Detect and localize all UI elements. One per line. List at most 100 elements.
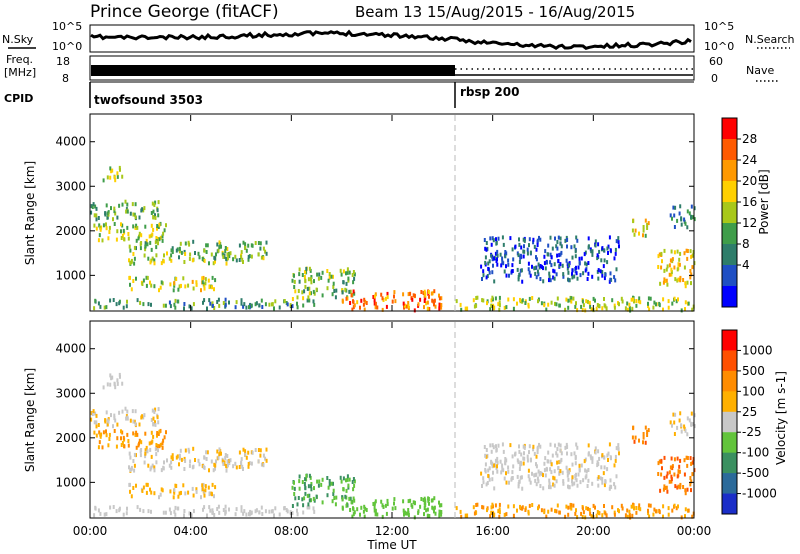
data-cell <box>507 465 510 470</box>
data-cell <box>533 473 536 478</box>
data-cell <box>244 245 247 250</box>
data-cell <box>673 420 676 425</box>
data-cell <box>498 300 501 305</box>
data-cell <box>537 262 540 267</box>
data-cell <box>518 444 520 449</box>
data-cell <box>556 447 559 451</box>
data-cell <box>684 300 687 305</box>
data-cell <box>363 504 366 509</box>
data-cell <box>618 302 620 307</box>
data-cell <box>174 512 177 517</box>
data-cell <box>121 202 124 207</box>
velocity-colorbar-tick-label: 100 <box>742 384 765 398</box>
data-cell <box>175 248 178 253</box>
data-cell <box>94 298 97 303</box>
data-cell <box>255 508 258 513</box>
data-cell <box>259 246 262 251</box>
data-cell <box>527 261 530 266</box>
data-cell <box>677 484 680 489</box>
data-cell <box>203 248 206 253</box>
data-cell <box>565 465 568 470</box>
data-cell <box>352 280 355 285</box>
data-cell <box>217 504 220 509</box>
data-cell <box>576 483 579 488</box>
data-cell <box>394 299 397 304</box>
data-cell <box>584 457 587 462</box>
data-cell <box>163 435 166 440</box>
data-cell <box>522 444 525 449</box>
data-cell <box>205 250 208 254</box>
data-cell <box>565 258 568 263</box>
data-cell <box>218 245 221 250</box>
data-cell <box>312 506 315 511</box>
data-cell <box>128 258 130 263</box>
data-cell <box>496 469 499 474</box>
data-cell <box>142 208 145 213</box>
data-cell <box>109 505 112 510</box>
data-cell <box>491 477 494 482</box>
data-cell <box>604 272 607 277</box>
data-cell <box>170 460 173 465</box>
data-cell <box>529 480 532 485</box>
velocity-ylabel: Slant Range [km] <box>23 368 37 472</box>
data-cell <box>211 301 214 306</box>
data-cell <box>129 418 132 423</box>
y-tick-label: 4000 <box>55 135 86 149</box>
data-cell <box>380 499 383 504</box>
data-cell <box>631 228 634 233</box>
data-cell <box>352 506 354 511</box>
data-cell <box>423 506 426 510</box>
data-cell <box>502 449 505 454</box>
data-cell <box>168 507 171 512</box>
data-cell <box>347 483 350 488</box>
data-cell <box>265 447 268 452</box>
data-cell <box>206 450 209 455</box>
data-cell <box>594 298 596 303</box>
data-cell <box>686 456 689 460</box>
data-cell <box>159 442 162 447</box>
data-cell <box>264 509 267 514</box>
data-cell <box>413 308 416 313</box>
data-cell <box>210 459 213 464</box>
data-cell <box>663 475 666 480</box>
data-cell <box>690 281 692 286</box>
data-cell <box>567 305 570 310</box>
data-cell <box>677 297 679 302</box>
data-cell <box>642 432 645 436</box>
data-cell <box>157 448 159 453</box>
data-cell <box>518 237 520 242</box>
data-cell <box>644 440 647 445</box>
data-cell <box>301 273 304 277</box>
data-cell <box>424 503 427 508</box>
data-cell <box>226 463 229 468</box>
data-cell <box>649 296 652 301</box>
data-cell <box>114 211 117 216</box>
data-cell <box>122 512 125 517</box>
data-cell <box>683 458 686 463</box>
data-cell <box>577 265 580 270</box>
data-cell <box>118 410 121 415</box>
data-cell <box>598 456 601 461</box>
data-cell <box>145 275 148 280</box>
data-cell <box>174 505 177 510</box>
data-cell <box>596 303 599 307</box>
data-cell <box>178 456 181 461</box>
data-cell <box>95 226 98 231</box>
data-cell <box>503 269 506 274</box>
data-cell <box>296 502 299 507</box>
data-cell <box>192 302 195 307</box>
data-cell <box>586 277 589 281</box>
x-axis-label: Time UT <box>366 538 417 552</box>
data-cell <box>374 292 377 297</box>
data-cell <box>464 513 467 518</box>
data-cell <box>501 256 504 261</box>
data-cell <box>693 206 696 211</box>
data-cell <box>482 273 485 278</box>
data-cell <box>342 269 345 274</box>
data-cell <box>154 420 156 425</box>
data-cell <box>626 307 629 312</box>
data-cell <box>344 287 347 292</box>
data-cell <box>670 258 673 263</box>
data-cell <box>153 258 156 263</box>
data-cell <box>520 268 523 273</box>
